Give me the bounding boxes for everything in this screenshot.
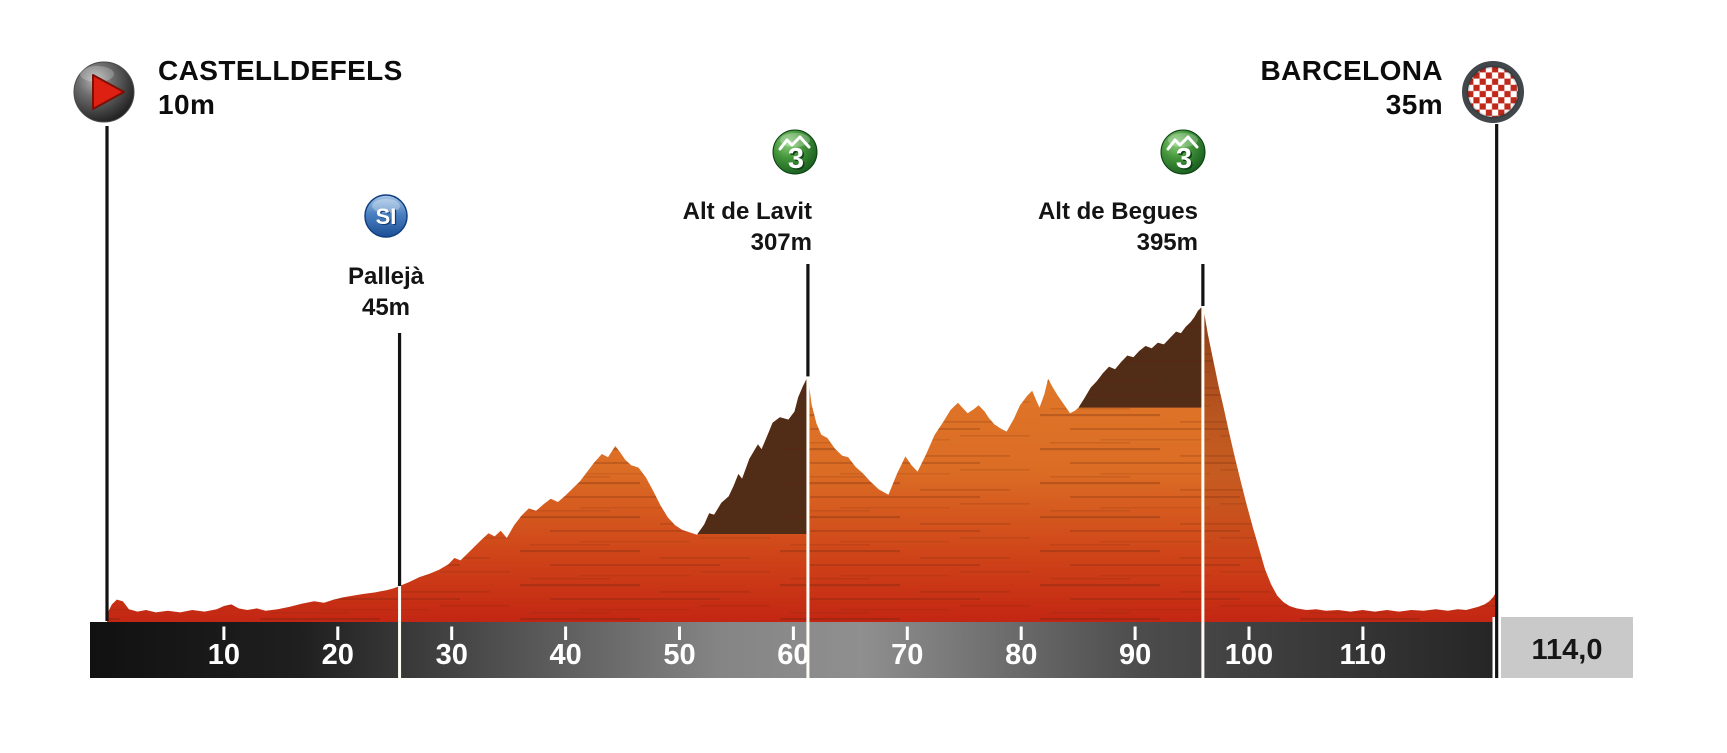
axis-tick <box>222 626 226 640</box>
axis-tick <box>791 626 795 640</box>
climb1-label: Alt de Lavit 307m <box>552 196 812 258</box>
climb1-elevation: 307m <box>750 229 812 256</box>
finish-town: BARCELONA <box>1260 55 1443 86</box>
axis-ticks: 10 20 30 40 50 60 70 80 90 100 110 <box>208 626 1387 671</box>
profile-texture <box>107 306 1497 622</box>
axis-tick <box>336 626 340 640</box>
marker-lines <box>105 124 1499 678</box>
axis-tick-label: 40 <box>549 639 581 671</box>
axis-tick-label: 80 <box>1005 639 1037 671</box>
finish-line <box>1495 124 1499 678</box>
climb-category-3-line <box>1201 264 1205 306</box>
mountain-icon <box>778 135 811 151</box>
si-icon-text-shadow: SI <box>377 205 398 230</box>
si-sprint-icon: SI SI <box>364 194 408 238</box>
axis-tick-label: 20 <box>322 639 354 671</box>
axis-end-separator <box>1492 617 1497 678</box>
sprint-town: Pallejà <box>347 263 425 290</box>
axis-tick-label: 10 <box>208 639 240 671</box>
category-3-climb-icon: 3 3 <box>1160 129 1206 175</box>
start-town: CASTELLDEFELS <box>158 55 403 86</box>
climb-category-3-line-white <box>806 376 810 678</box>
climb-category-shadow: 3 <box>789 144 805 175</box>
axis-tick-label: 50 <box>663 639 695 671</box>
start-elevation: 10m <box>158 89 216 120</box>
climb-category-shadow: 3 <box>1177 144 1193 175</box>
axis-tick <box>1133 626 1137 640</box>
total-distance-label: 114,0 <box>1532 634 1603 666</box>
axis-tick-label: 110 <box>1340 639 1387 671</box>
climb2-name: Alt de Begues <box>1037 198 1198 225</box>
axis-tick <box>1247 626 1251 640</box>
climb1-name: Alt de Lavit <box>682 198 812 225</box>
intermediate-sprint-line-white <box>398 586 402 678</box>
axis-tick <box>678 626 681 640</box>
axis-tick-label: 30 <box>436 639 468 671</box>
axis-tick <box>905 626 909 640</box>
axis-tick <box>1019 626 1023 640</box>
climb-category-3-line-white <box>1201 306 1205 678</box>
mountain-icon <box>1166 135 1199 151</box>
climb-category-3-line <box>806 264 810 377</box>
axis-tick <box>1361 626 1365 640</box>
finish-elevation: 35m <box>1385 89 1443 120</box>
finish-checkered-icon <box>1461 60 1525 124</box>
climb2-elevation: 395m <box>1136 229 1198 256</box>
start-icon <box>73 61 135 123</box>
axis-tick <box>564 626 568 640</box>
climb-category: 3 <box>1176 143 1192 175</box>
axis-tick-label: 90 <box>1119 639 1151 671</box>
category-3-climb-icon: 3 3 <box>772 129 818 175</box>
finish-label: BARCELONA 35m <box>1261 54 1443 122</box>
axis-tick-label: 70 <box>891 639 923 671</box>
climb2-label: Alt de Begues 395m <box>938 196 1198 258</box>
sprint-label: Pallejà 45m <box>286 261 486 323</box>
axis-tick-label: 60 <box>777 639 809 671</box>
distance-axis-bar <box>90 622 1493 678</box>
start-line <box>105 126 109 621</box>
intermediate-sprint-line <box>397 333 402 586</box>
start-label: CASTELLDEFELS 10m <box>158 54 403 122</box>
sprint-elevation: 45m <box>361 294 411 321</box>
axis-tick-label: 100 <box>1225 639 1273 671</box>
si-icon-text: SI <box>376 204 397 229</box>
climb-category: 3 <box>788 143 804 175</box>
axis-tick <box>450 626 454 640</box>
total-distance-box <box>1501 617 1633 678</box>
